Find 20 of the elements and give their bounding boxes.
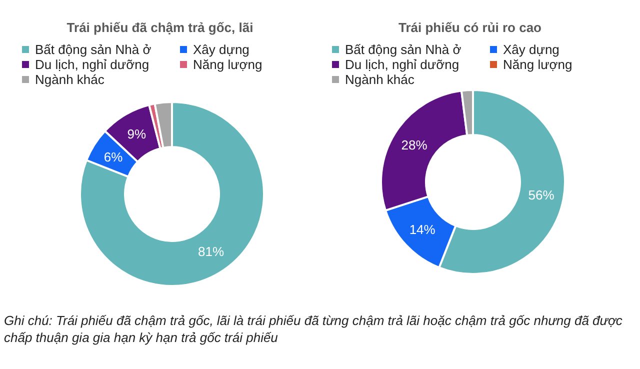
data-label: 9% — [127, 126, 146, 142]
legend-label: Ngành khác — [35, 72, 104, 87]
legend-label: Bất động sản Nhà ở — [345, 42, 462, 57]
legend-label: Ngành khác — [345, 72, 414, 87]
data-label: 28% — [401, 137, 428, 152]
chart-title: Trái phiếu đã chậm trả gốc, lãi — [66, 20, 254, 37]
data-label: 6% — [104, 149, 124, 164]
data-label: 56% — [528, 188, 555, 203]
text: Ghi chú: Trái phiếu đã chậm trả gốc, lãi là trái phiếu đã từng chậm trả lãi hoặc chậm trả gốc nhưng đã được chấp thuận gia gia hạn kỳ hạn trả gốc trái phiếu — [4, 312, 624, 346]
legend-label: Xây dựng — [193, 42, 250, 57]
legend-label: Năng lượng — [193, 57, 262, 72]
data-label: 14% — [409, 222, 436, 238]
legend-label: Du lịch, nghỉ dưỡng — [35, 57, 150, 72]
chart-title: Trái phiếu có rủi ro cao — [397, 20, 543, 37]
donut-slice — [79, 101, 265, 287]
legend-label: Xây dựng — [503, 42, 560, 57]
data-label: 81% — [198, 244, 225, 259]
legend-label: Năng lượng — [503, 57, 572, 72]
legend-label: Du lịch, nghỉ dưỡng — [345, 57, 460, 72]
legend-label: Bất động sản Nhà ở — [35, 42, 152, 57]
